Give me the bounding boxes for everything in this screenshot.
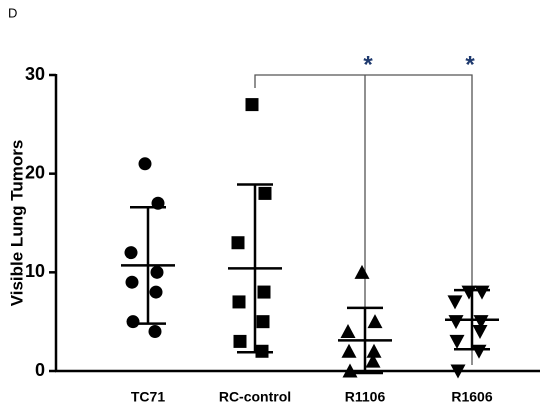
y-axis-label: Visible Lung Tumors bbox=[7, 140, 26, 307]
data-point bbox=[366, 343, 382, 358]
x-tick-label: RC-control bbox=[219, 389, 291, 405]
data-point bbox=[448, 315, 464, 330]
data-point bbox=[340, 324, 356, 339]
data-point bbox=[257, 285, 271, 299]
y-tick-label: 20 bbox=[25, 162, 45, 182]
data-point bbox=[148, 325, 162, 339]
y-tick-label: 10 bbox=[25, 261, 45, 281]
data-point bbox=[474, 285, 490, 300]
data-point bbox=[367, 314, 383, 329]
data-point bbox=[124, 246, 138, 260]
x-tick-label: TC71 bbox=[131, 389, 165, 405]
data-point bbox=[126, 315, 140, 329]
significance-bracket bbox=[254, 74, 473, 370]
data-point bbox=[138, 157, 152, 171]
data-point bbox=[341, 343, 357, 358]
data-point bbox=[365, 353, 381, 368]
significance-star: * bbox=[465, 51, 475, 78]
data-point bbox=[471, 344, 487, 359]
data-point bbox=[150, 265, 164, 279]
data-point bbox=[233, 334, 247, 348]
data-point bbox=[149, 285, 163, 299]
data-point bbox=[232, 295, 246, 309]
y-tick-label: 0 bbox=[35, 360, 45, 380]
data-point bbox=[450, 364, 466, 379]
data-point bbox=[256, 315, 270, 329]
data-point bbox=[449, 334, 465, 349]
data-point bbox=[461, 285, 477, 300]
data-point bbox=[447, 295, 463, 310]
x-tick-label: R1606 bbox=[451, 389, 492, 405]
y-tick-label: 30 bbox=[25, 64, 45, 84]
data-point bbox=[125, 275, 139, 289]
x-tick-label: R1106 bbox=[345, 389, 386, 405]
data-point bbox=[258, 186, 272, 200]
significance-star: * bbox=[363, 51, 373, 78]
data-point bbox=[472, 325, 488, 340]
panel-label: D bbox=[8, 5, 17, 20]
data-point bbox=[231, 236, 245, 250]
data-point bbox=[354, 264, 370, 279]
data-point bbox=[245, 98, 259, 112]
